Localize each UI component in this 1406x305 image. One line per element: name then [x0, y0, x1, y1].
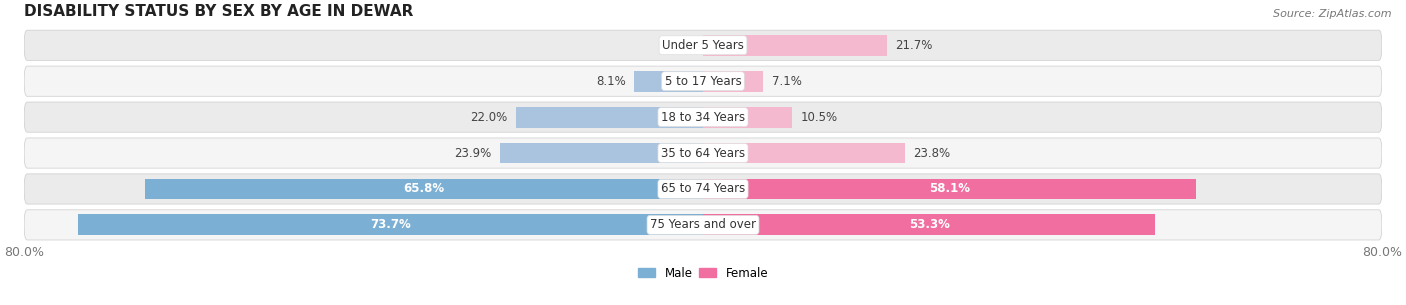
Bar — [703, 35, 887, 56]
Bar — [501, 143, 703, 163]
Text: 5 to 17 Years: 5 to 17 Years — [665, 75, 741, 88]
Bar — [634, 71, 703, 92]
Text: 75 Years and over: 75 Years and over — [650, 218, 756, 231]
FancyBboxPatch shape — [24, 30, 1382, 60]
FancyBboxPatch shape — [24, 138, 1382, 168]
Bar — [516, 107, 703, 127]
FancyBboxPatch shape — [24, 174, 1382, 204]
Bar — [703, 71, 763, 92]
Text: 8.1%: 8.1% — [596, 75, 626, 88]
Text: Source: ZipAtlas.com: Source: ZipAtlas.com — [1274, 9, 1392, 19]
Text: 23.8%: 23.8% — [914, 146, 950, 160]
Text: 53.3%: 53.3% — [908, 218, 949, 231]
Text: 65.8%: 65.8% — [404, 182, 444, 196]
Text: Under 5 Years: Under 5 Years — [662, 39, 744, 52]
Text: 73.7%: 73.7% — [370, 218, 411, 231]
Text: DISABILITY STATUS BY SEX BY AGE IN DEWAR: DISABILITY STATUS BY SEX BY AGE IN DEWAR — [24, 4, 413, 19]
Text: 65 to 74 Years: 65 to 74 Years — [661, 182, 745, 196]
Bar — [703, 143, 905, 163]
Legend: Male, Female: Male, Female — [633, 262, 773, 284]
Text: 35 to 64 Years: 35 to 64 Years — [661, 146, 745, 160]
Text: 0.0%: 0.0% — [661, 39, 690, 52]
FancyBboxPatch shape — [24, 102, 1382, 132]
Text: 18 to 34 Years: 18 to 34 Years — [661, 111, 745, 124]
Text: 58.1%: 58.1% — [929, 182, 970, 196]
Text: 10.5%: 10.5% — [800, 111, 838, 124]
Bar — [77, 214, 703, 235]
Text: 21.7%: 21.7% — [896, 39, 934, 52]
FancyBboxPatch shape — [24, 210, 1382, 240]
Bar — [145, 178, 703, 199]
FancyBboxPatch shape — [24, 66, 1382, 96]
Bar — [703, 107, 792, 127]
Bar — [703, 214, 1156, 235]
Text: 23.9%: 23.9% — [454, 146, 492, 160]
Text: 22.0%: 22.0% — [471, 111, 508, 124]
Bar — [703, 178, 1197, 199]
Text: 7.1%: 7.1% — [772, 75, 801, 88]
